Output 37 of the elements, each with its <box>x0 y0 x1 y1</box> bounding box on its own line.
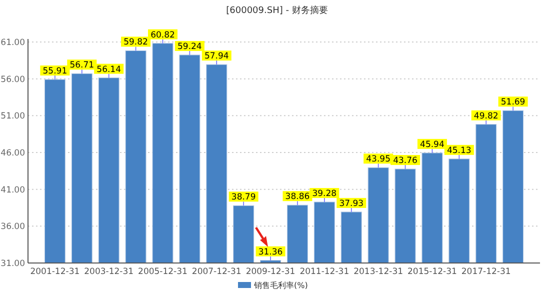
legend-label: 销售毛利率(%) <box>253 281 308 290</box>
x-tick-label: 2007-12-31 <box>192 267 242 277</box>
legend: 销售毛利率(%) <box>238 281 308 290</box>
data-label: 31.36 <box>258 247 283 258</box>
y-tick-label: 41.00 <box>0 185 25 196</box>
data-label: 59.24 <box>178 42 202 52</box>
data-label: 51.69 <box>500 98 526 108</box>
data-label: 43.95 <box>366 154 390 165</box>
y-tick-label: 51.00 <box>0 112 25 122</box>
data-label: 37.93 <box>339 198 364 209</box>
data-label: 39.28 <box>312 189 337 200</box>
x-tick-label: 2005-12-31 <box>138 267 188 277</box>
y-tick-label: 46.00 <box>0 148 25 158</box>
x-tick-label: 2001-12-31 <box>30 267 80 277</box>
data-label: 38.86 <box>285 192 310 202</box>
y-tick-label: 31.00 <box>0 259 25 269</box>
x-tick-label: 2011-12-31 <box>300 267 350 277</box>
x-tick-label: 2009-12-31 <box>246 267 296 277</box>
data-label: 45.13 <box>446 146 472 156</box>
y-tick-label: 36.00 <box>0 222 25 232</box>
y-tick-label: 61.00 <box>0 38 25 48</box>
x-tick-label: 2015-12-31 <box>408 267 457 277</box>
y-tick-label: 56.00 <box>0 74 25 85</box>
chart-title: [600009.SH] - 财务摘要 <box>226 5 328 16</box>
x-tick-label: 2013-12-31 <box>354 267 404 277</box>
data-label: 59.82 <box>124 38 148 48</box>
data-label: 56.71 <box>70 60 94 71</box>
data-label: 38.79 <box>231 192 256 203</box>
data-label: 43.76 <box>393 156 418 166</box>
data-label: 55.91 <box>42 66 68 76</box>
data-label: 45.94 <box>420 140 444 150</box>
data-label: 60.82 <box>150 30 175 40</box>
x-tick-label: 2003-12-31 <box>84 267 134 277</box>
data-label: 49.82 <box>474 111 498 122</box>
data-label: 56.14 <box>96 64 122 75</box>
x-tick-label: 2017-12-31 <box>461 267 511 277</box>
data-label: 57.94 <box>204 52 229 62</box>
